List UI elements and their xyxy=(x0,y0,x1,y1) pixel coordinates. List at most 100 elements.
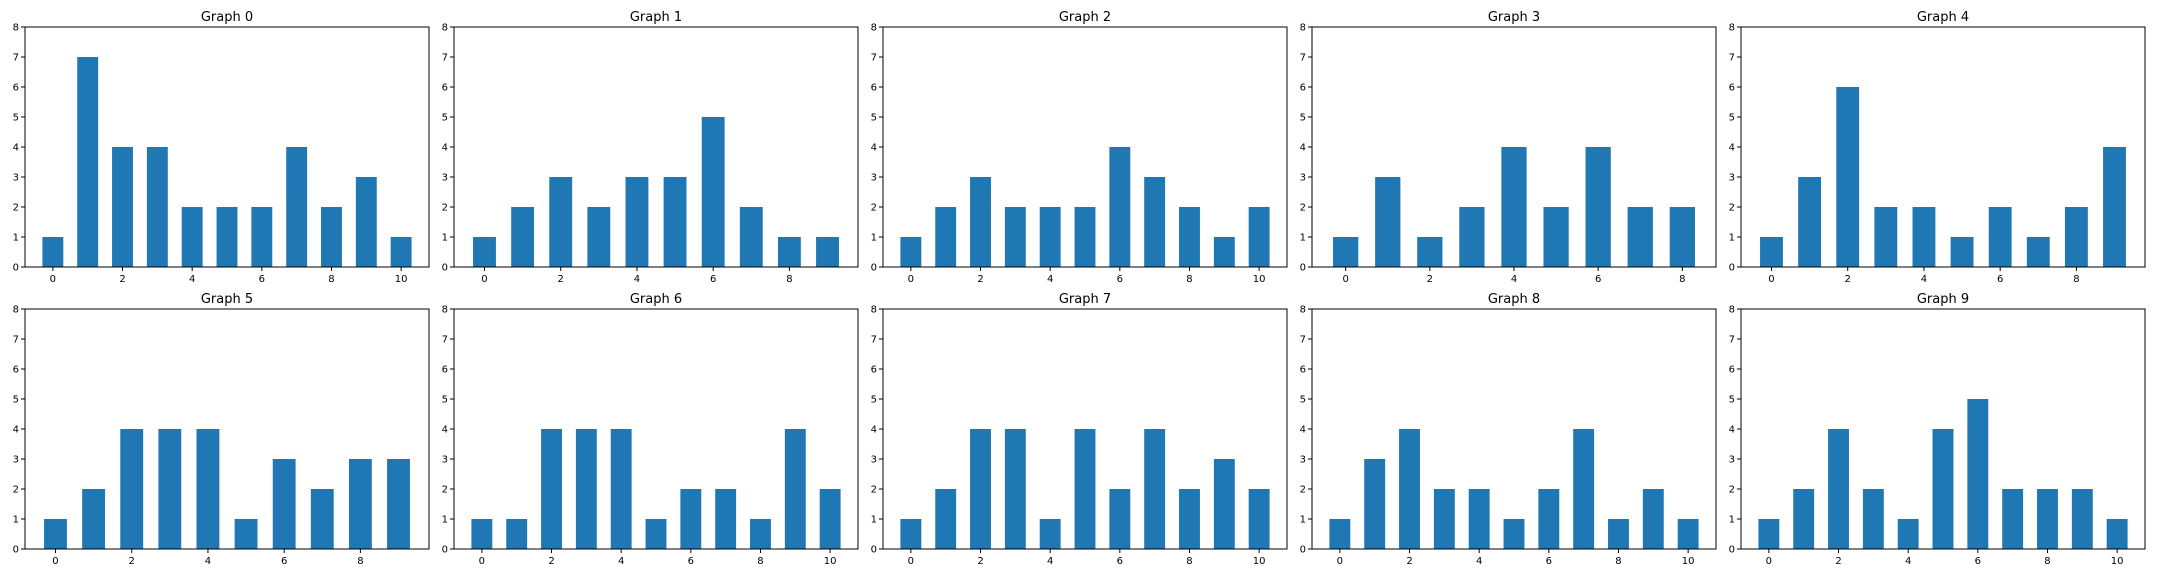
y-tick-label: 2 xyxy=(442,485,448,496)
y-tick-label: 1 xyxy=(442,233,448,244)
y-tick-label: 6 xyxy=(871,365,877,376)
x-tick-label: 0 xyxy=(50,274,56,285)
bar xyxy=(1836,87,1860,267)
bar xyxy=(286,147,308,267)
y-tick-label: 1 xyxy=(13,515,19,526)
bar xyxy=(1677,519,1699,549)
y-tick-label: 1 xyxy=(1729,515,1735,526)
y-tick-label: 5 xyxy=(871,113,877,124)
x-tick-label: 0 xyxy=(481,274,487,285)
y-tick-label: 1 xyxy=(1729,233,1735,244)
subplot-title: Graph 9 xyxy=(1917,292,1969,307)
x-tick-label: 6 xyxy=(259,274,265,285)
subplot-title: Graph 4 xyxy=(1917,10,1969,25)
bar xyxy=(348,459,372,549)
x-tick-label: 2 xyxy=(548,556,554,567)
x-tick-label: 4 xyxy=(1047,274,1053,285)
x-tick-label: 8 xyxy=(357,556,363,567)
bar xyxy=(2037,489,2058,549)
y-tick-label: 0 xyxy=(1729,545,1735,556)
x-tick-label: 0 xyxy=(908,274,914,285)
x-tick-label: 6 xyxy=(1997,274,2003,285)
y-tick-label: 5 xyxy=(1729,395,1735,406)
bar xyxy=(1468,489,1490,549)
bar xyxy=(1039,519,1061,549)
x-tick-label: 6 xyxy=(1117,556,1123,567)
bar xyxy=(1329,519,1351,549)
y-tick-label: 8 xyxy=(442,23,448,34)
bar xyxy=(2106,519,2128,549)
y-tick-label: 6 xyxy=(442,365,448,376)
bar xyxy=(196,429,220,549)
y-tick-label: 7 xyxy=(442,335,448,346)
bar xyxy=(1642,489,1664,549)
bar xyxy=(251,207,273,267)
x-tick-label: 2 xyxy=(1845,274,1851,285)
x-tick-label: 0 xyxy=(1768,274,1774,285)
bar xyxy=(587,207,611,267)
y-tick-label: 1 xyxy=(442,515,448,526)
y-tick-label: 4 xyxy=(13,425,19,436)
y-tick-label: 7 xyxy=(442,53,448,64)
bar xyxy=(2002,489,2024,549)
bar xyxy=(1074,207,1096,267)
x-tick-label: 4 xyxy=(189,274,195,285)
y-tick-label: 0 xyxy=(442,263,448,274)
x-tick-label: 2 xyxy=(977,556,983,567)
x-tick-label: 10 xyxy=(824,556,837,567)
x-tick-label: 6 xyxy=(281,556,287,567)
y-tick-label: 6 xyxy=(13,83,19,94)
axes-frame xyxy=(453,26,859,268)
axes-frame xyxy=(453,308,859,550)
bar xyxy=(1862,489,1884,549)
y-tick-label: 0 xyxy=(871,545,877,556)
y-tick-label: 8 xyxy=(13,23,19,34)
bar xyxy=(1433,489,1455,549)
subplot-title: Graph 3 xyxy=(1488,10,1540,25)
subplot-title: Graph 5 xyxy=(201,292,253,307)
y-tick-label: 2 xyxy=(442,203,448,214)
y-tick-label: 3 xyxy=(1300,455,1306,466)
x-tick-label: 10 xyxy=(2111,556,2124,567)
bar xyxy=(1248,489,1270,549)
y-tick-label: 1 xyxy=(871,515,877,526)
bar xyxy=(549,177,573,267)
x-tick-label: 0 xyxy=(1337,556,1343,567)
x-tick-label: 6 xyxy=(1117,274,1123,285)
y-tick-label: 1 xyxy=(13,233,19,244)
bar xyxy=(2071,489,2093,549)
x-tick-label: 6 xyxy=(1595,274,1601,285)
y-tick-label: 4 xyxy=(442,143,448,154)
x-tick-label: 2 xyxy=(1427,274,1433,285)
x-tick-label: 10 xyxy=(1253,556,1266,567)
bar xyxy=(390,237,412,267)
y-tick-label: 0 xyxy=(442,545,448,556)
subplot-0: Graph 0 0 1 2 3 4 5 6 7 8 0 2 4 6 8 10 xyxy=(13,10,430,285)
y-tick-label: 8 xyxy=(1300,23,1306,34)
bar xyxy=(1004,429,1026,549)
y-tick-label: 2 xyxy=(1300,485,1306,496)
y-tick-label: 8 xyxy=(442,305,448,316)
y-tick-label: 2 xyxy=(1729,485,1735,496)
bar xyxy=(625,177,649,267)
y-tick-label: 4 xyxy=(871,425,877,436)
bar xyxy=(2103,147,2126,267)
y-tick-label: 6 xyxy=(442,83,448,94)
y-tick-label: 0 xyxy=(1300,545,1306,556)
y-tick-label: 6 xyxy=(1300,365,1306,376)
bar xyxy=(473,237,496,267)
y-tick-label: 8 xyxy=(1300,305,1306,316)
y-tick-label: 3 xyxy=(1729,173,1735,184)
bar xyxy=(1109,147,1131,267)
x-tick-label: 8 xyxy=(2044,556,2050,567)
axes-frame xyxy=(24,26,430,268)
x-tick-label: 4 xyxy=(1511,274,1517,285)
x-tick-label: 10 xyxy=(1253,274,1266,285)
y-tick-label: 3 xyxy=(1300,173,1306,184)
x-tick-label: 0 xyxy=(479,556,485,567)
bar xyxy=(387,459,410,549)
axes-frame xyxy=(1740,308,2146,550)
y-tick-label: 3 xyxy=(1729,455,1735,466)
y-tick-label: 7 xyxy=(871,53,877,64)
y-tick-label: 4 xyxy=(13,143,19,154)
